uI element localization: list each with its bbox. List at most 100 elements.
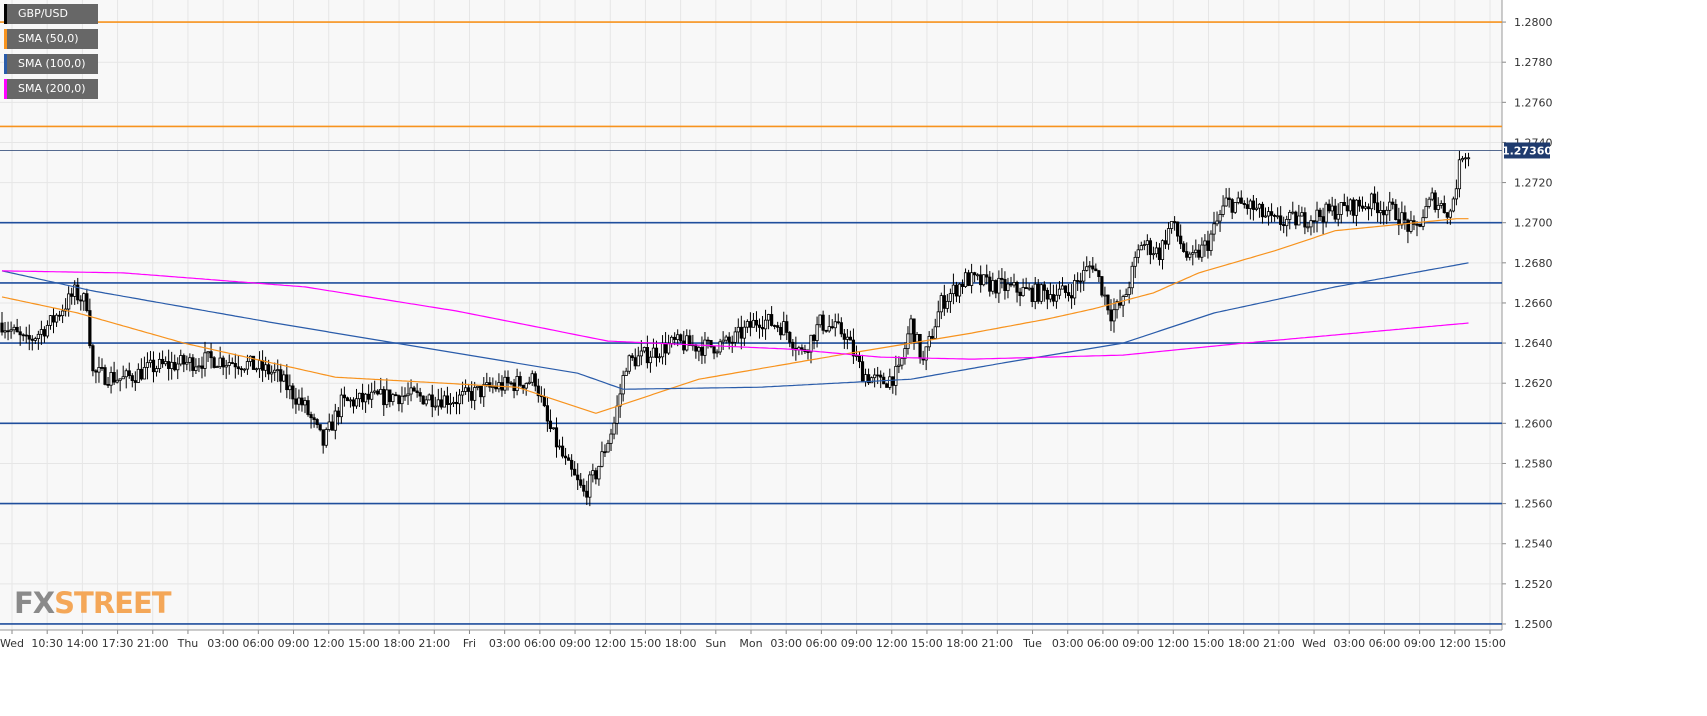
candle-body [927,335,931,348]
x-tick-label: 12:00 [1157,637,1189,650]
candle-body [18,331,22,336]
candle-body [1151,253,1155,256]
candle-body [648,356,653,364]
candle-body [430,394,434,408]
candle-body [1115,301,1119,311]
candle-body [742,326,746,339]
candle-body [115,379,119,383]
candle-body [991,280,995,292]
candle-body [1360,205,1365,209]
legend-item-sma50[interactable]: SMA (50,0) [4,29,98,49]
candle-body [1194,249,1198,253]
candle-body [1206,240,1210,251]
candle-body [715,351,719,354]
candle-body [1309,220,1313,228]
candle-body [264,364,268,371]
legend-item-gbpusd[interactable]: GBP/USD [4,4,98,24]
candle-body [315,419,319,425]
candle-body [1154,247,1159,255]
x-tick-label: 15:00 [1474,637,1506,650]
candle-body [1233,202,1237,213]
candle-body [436,399,440,407]
candle-body [960,283,965,287]
candle-body [815,324,819,341]
candle-body [1339,202,1343,215]
candle-body [527,381,531,384]
legend-item-sma100[interactable]: SMA (100,0) [4,54,98,74]
candle-body [1454,188,1458,200]
candle-body [379,388,383,395]
candle-body [1257,203,1262,209]
x-tick-label: 12:00 [876,637,908,650]
candle-body [954,284,959,297]
legend-swatch [4,29,7,49]
candle-body [621,375,625,395]
candle-body [1063,285,1068,293]
candle-body [330,421,334,431]
candle-body [236,366,240,370]
candle-body [688,335,692,346]
candle-body [415,390,419,393]
candle-body [282,374,286,382]
candle-body [988,276,992,292]
candle-body [1003,279,1007,291]
candle-body [1160,240,1165,260]
candle-body [542,396,546,407]
candle-body [757,324,762,328]
candle-body [33,338,37,341]
candle-body [515,376,519,392]
candle-body [933,326,937,339]
candle-body [1018,291,1022,297]
candle-body [1433,192,1437,210]
candle-body [839,322,843,335]
candle-body [685,335,689,351]
candle-body [418,392,422,397]
candle-body [827,326,831,332]
candle-body [1282,224,1286,227]
candle-body [1185,251,1189,258]
candle-body [703,339,707,356]
candle-body [1451,198,1455,212]
fxstreet-logo: FXSTREET [14,586,172,620]
candle-body [779,326,783,336]
legend-label: GBP/USD [18,7,68,20]
x-tick-label: Wed [0,637,24,650]
candle-body [785,321,789,333]
candle-body [470,391,474,401]
candle-body [1082,269,1086,282]
candle-body [760,327,765,330]
candle-body [227,362,231,366]
candle-body [618,393,622,407]
candle-body [1297,215,1301,226]
candle-body [394,394,398,397]
candle-body [245,361,250,370]
candle-body [9,329,13,332]
candle-body [976,274,980,277]
candle-body [1279,215,1283,225]
candle-body [424,399,428,405]
candle-body [1000,277,1004,280]
candle-body [724,336,728,341]
candle-body [82,293,86,302]
candle-body [1024,287,1028,290]
candle-body [457,394,462,405]
candle-body [357,392,362,400]
candle-body [897,364,901,367]
candle-body [551,427,556,430]
candle-body [373,390,377,393]
candle-body [1139,245,1143,251]
candle-body [545,405,550,422]
candle-body [479,385,483,398]
candle-body [1130,265,1134,289]
candle-body [215,366,219,369]
candle-body [254,368,259,371]
candle-body [1212,223,1216,235]
x-tick-label: 03:00 [1333,637,1365,650]
candle-body [963,272,968,287]
legend-item-sma200[interactable]: SMA (200,0) [4,79,98,99]
candle-body [733,331,737,343]
candle-body [312,417,316,420]
candle-body [1215,220,1219,225]
candle-body [148,359,153,364]
